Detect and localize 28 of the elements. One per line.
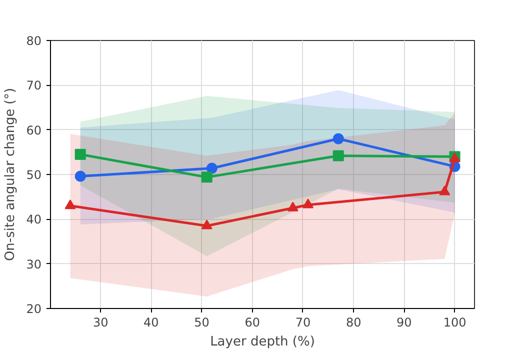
x-tick-label: 70 <box>295 316 311 330</box>
x-tick-label: 80 <box>346 316 362 330</box>
point <box>201 220 212 230</box>
point <box>201 172 212 183</box>
y-tick-label: 60 <box>26 123 42 138</box>
x-tick-label: 90 <box>396 316 412 330</box>
point <box>287 202 298 212</box>
x-tick-label: 30 <box>92 316 108 330</box>
y-tick-label: 80 <box>26 34 42 48</box>
x-axis-title: Layer depth (%) <box>210 334 315 350</box>
y-tick-label: 40 <box>26 212 42 227</box>
point <box>332 150 344 162</box>
point <box>332 133 344 144</box>
x-tick-label: 60 <box>244 316 260 330</box>
y-tick-label: 30 <box>26 257 42 272</box>
y-tick-label: 20 <box>26 302 42 316</box>
y-tick-label: 50 <box>26 168 42 182</box>
x-tick-label: 50 <box>194 316 210 330</box>
point <box>74 170 86 182</box>
point <box>439 186 450 196</box>
point <box>206 162 218 174</box>
x-tick-label: 40 <box>144 316 159 330</box>
y-axis-title: On-site angular change (°) <box>3 88 18 262</box>
point <box>302 198 314 208</box>
point <box>64 199 76 210</box>
point <box>74 148 86 160</box>
x-tick-label: 100 <box>443 316 466 330</box>
y-tick-label: 70 <box>26 78 42 93</box>
